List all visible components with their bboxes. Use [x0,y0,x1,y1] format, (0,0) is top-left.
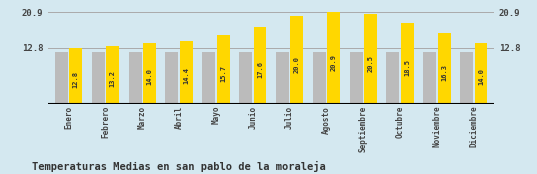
Bar [475,43,488,104]
Text: 14.0: 14.0 [478,68,484,85]
Bar [129,52,142,104]
Bar [180,41,193,104]
Text: 20.0: 20.0 [294,56,300,73]
Text: 15.7: 15.7 [220,65,226,82]
Text: 14.0: 14.0 [147,68,153,85]
Bar [202,52,215,104]
Text: Temperaturas Medias en san pablo de la moraleja: Temperaturas Medias en san pablo de la m… [32,161,326,172]
Bar [364,14,377,104]
Bar [438,33,451,104]
Bar [69,48,82,104]
Bar [276,52,289,104]
Bar [216,35,229,104]
Bar [460,52,473,104]
Bar [387,52,400,104]
Bar [165,52,178,104]
Bar [239,52,252,104]
Text: 14.4: 14.4 [183,67,189,84]
Text: 18.5: 18.5 [404,59,410,76]
Bar [423,52,436,104]
Bar [55,52,68,104]
Bar [350,52,362,104]
Text: 13.2: 13.2 [110,70,115,87]
Bar [92,52,105,104]
Bar [106,46,119,104]
Bar [253,27,266,104]
Text: 20.5: 20.5 [367,55,373,72]
Bar [327,12,340,104]
Bar [143,43,156,104]
Text: 16.3: 16.3 [441,64,447,81]
Text: 17.6: 17.6 [257,61,263,78]
Text: 12.8: 12.8 [73,70,79,88]
Bar [291,16,303,104]
Text: 20.9: 20.9 [331,54,337,72]
Bar [313,52,326,104]
Bar [401,23,413,104]
